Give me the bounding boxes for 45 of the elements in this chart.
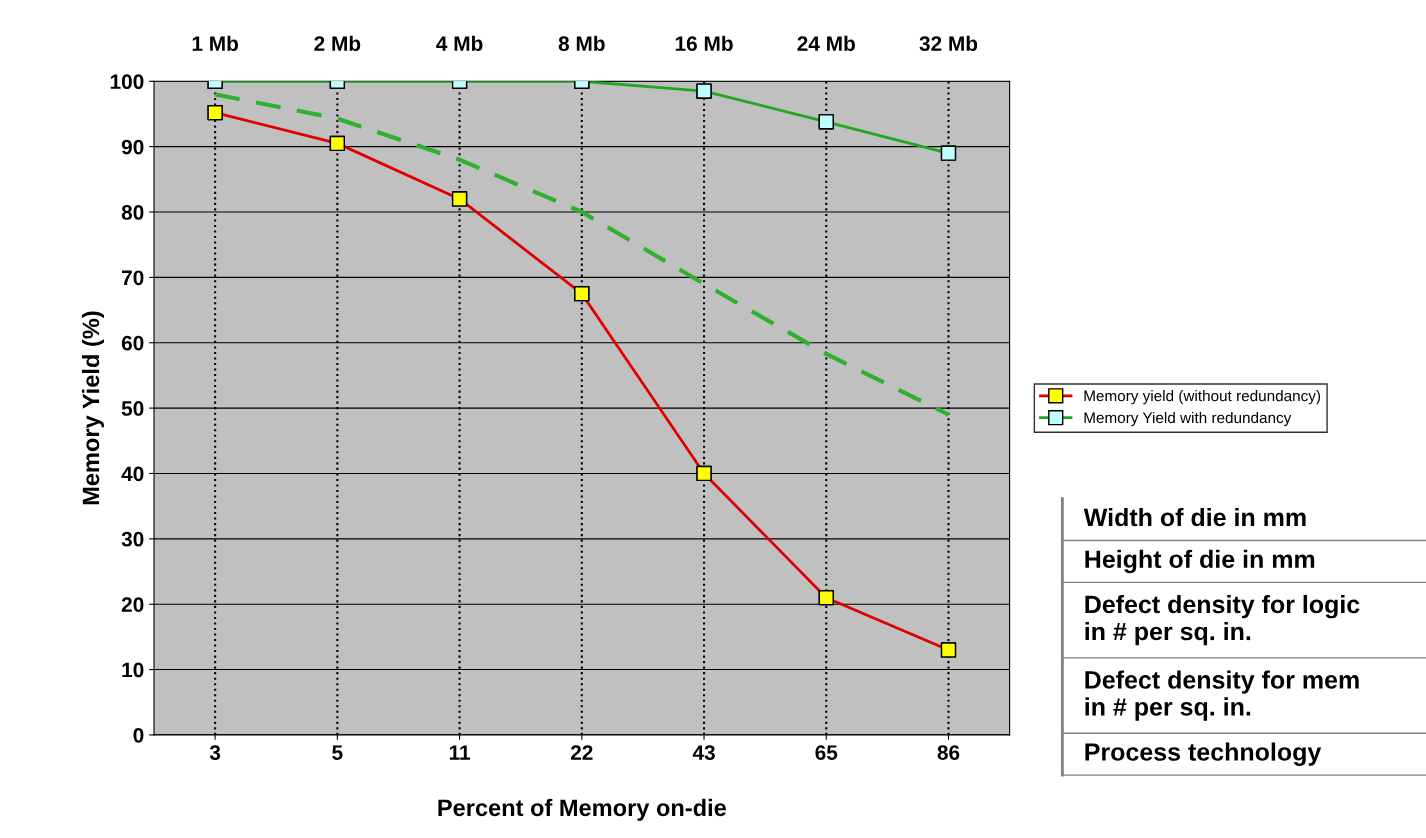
y-tick-label: 0 — [133, 727, 144, 743]
y-tick-label: 20 — [121, 597, 144, 612]
text: 2 Mb — [314, 35, 361, 52]
y-tick-label: 60 — [121, 335, 144, 351]
text: 32 Mb — [919, 35, 978, 52]
y-tick-label: 70 — [122, 270, 144, 286]
x-tick-label: 5 — [332, 745, 343, 760]
x-tick-label: 11 — [449, 745, 471, 760]
point — [696, 83, 712, 99]
point — [329, 135, 345, 152]
text: 8 Mb — [558, 35, 605, 52]
point — [207, 105, 223, 121]
point — [451, 191, 468, 207]
text: Defect density for mem in # per sq. in. — [1085, 670, 1359, 721]
y-tick-label: 40 — [121, 466, 144, 482]
text: 16 Mb — [675, 35, 733, 52]
y-tick-label: 100 — [110, 74, 144, 90]
text: 1 Mb — [192, 35, 238, 52]
point — [940, 145, 957, 161]
text: Process technology — [1085, 742, 1322, 766]
point — [696, 465, 712, 482]
x-tick-label: 43 — [692, 745, 715, 760]
x-tick-label: 86 — [937, 745, 960, 760]
text: 24 Mb — [797, 35, 855, 52]
y-tick-label: 50 — [121, 401, 144, 416]
y-axis-title: Memory Yield (%) — [81, 311, 104, 505]
point — [818, 114, 834, 130]
text: Width of die in mm — [1083, 507, 1306, 527]
x-tick-label: 3 — [209, 745, 221, 760]
text: Defect density for logic in # per sq. in. — [1085, 594, 1360, 646]
point — [940, 642, 957, 658]
legend-label: Memory yield (without redundancy) — [1084, 390, 1321, 405]
legend-label: Memory Yield with redundancy — [1084, 411, 1292, 427]
y-tick-label: 30 — [121, 531, 144, 547]
point — [574, 286, 590, 302]
x-tick-label: 22 — [570, 745, 593, 760]
line-series — [213, 92, 951, 417]
y-tick-label: 80 — [121, 205, 144, 220]
y-tick-label: 10 — [122, 662, 144, 678]
x-tick-label: 65 — [815, 745, 838, 760]
x-axis-title: Percent of Memory on-die — [438, 798, 726, 821]
point — [818, 590, 834, 606]
text: 4 Mb — [436, 35, 483, 52]
y-tick-label: 90 — [121, 139, 144, 155]
text: Height of die in mm — [1085, 549, 1315, 574]
